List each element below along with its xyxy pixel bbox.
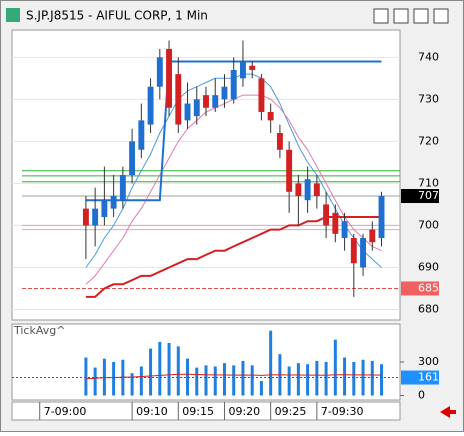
candle-body (360, 238, 367, 268)
candle-body (230, 69, 237, 100)
volume-bar (139, 366, 143, 396)
x-tick-label: 09:15 (182, 405, 214, 418)
window-buttons[interactable] (373, 8, 449, 24)
candle-body (286, 149, 293, 192)
volume-bar (130, 373, 134, 396)
volume-bar (306, 364, 310, 396)
candle-body (212, 95, 219, 108)
candle-body (267, 111, 274, 121)
volume-bar (167, 343, 171, 396)
x-tick-label: 09:25 (275, 405, 307, 418)
candle-body (221, 86, 228, 100)
price-marker-label: 685 (418, 281, 439, 294)
y-tick-label: 720 (418, 134, 439, 147)
candle-body (82, 208, 89, 226)
candle-body (193, 99, 200, 117)
candle-body (92, 208, 99, 226)
volume-bar (222, 363, 226, 396)
y-tick-label: 730 (418, 92, 439, 105)
candle-body (341, 221, 348, 239)
volume-bar (352, 362, 356, 396)
candle-body (258, 78, 265, 112)
volume-bar (204, 365, 208, 396)
volume-tick-label: 300 (418, 355, 439, 368)
candle-body (101, 200, 108, 218)
volume-bar (241, 360, 245, 396)
indicator-line (85, 216, 382, 298)
y-tick-label: 740 (418, 50, 439, 63)
x-tick-label: 09:20 (228, 405, 260, 418)
volume-bar (176, 346, 180, 396)
candle-body (138, 120, 145, 150)
volume-bar (380, 364, 384, 396)
candle-body (175, 74, 182, 125)
volume-bar (158, 341, 162, 396)
volume-bar (269, 330, 273, 396)
volume-bar (232, 365, 236, 396)
volume-marker (401, 370, 439, 385)
window-title: S.JP.J8515 - AIFUL CORP, 1 Min (26, 9, 208, 23)
volume-bar (149, 348, 153, 396)
candle-body (304, 179, 311, 201)
volume-tick-label: 0 (418, 389, 425, 402)
volume-bar (250, 365, 254, 396)
volume-bar (343, 357, 347, 396)
candle-body (323, 204, 330, 226)
volume-bar (213, 366, 217, 396)
volume-bar (259, 381, 263, 396)
candle-body (156, 57, 163, 87)
candle-body (166, 48, 173, 108)
candle-body (119, 175, 126, 201)
price-marker-label: 707 (418, 189, 439, 202)
volume-bar (296, 363, 300, 396)
price-marker (401, 189, 439, 204)
y-tick-label: 680 (418, 302, 439, 315)
volume-avg (85, 373, 382, 380)
volume-bar (315, 360, 319, 396)
app-icon (6, 8, 20, 22)
candle-body (295, 183, 302, 197)
x-tick-label: 09:10 (136, 405, 168, 418)
candle-body (369, 229, 376, 243)
price-marker (401, 281, 439, 296)
candle-body (147, 86, 154, 125)
volume-bar (121, 359, 125, 396)
volume-marker-label: 161 (418, 371, 439, 384)
time-axis (11, 401, 401, 421)
candle-body (378, 196, 385, 239)
volume-bar (195, 367, 199, 396)
candle-body (313, 183, 320, 197)
volume-bar (324, 362, 328, 396)
volume-bar (112, 362, 116, 396)
candle-body (276, 132, 283, 150)
volume-bar (333, 339, 337, 396)
y-tick-label: 690 (418, 260, 439, 273)
volume-bar (93, 367, 97, 396)
candle-body (184, 103, 191, 121)
scroll-arrow[interactable] (440, 406, 456, 418)
candle-body (129, 141, 136, 175)
volume-bar (287, 366, 291, 396)
x-tick-label: 7-09:30 (321, 405, 364, 418)
volume-bar (84, 357, 88, 396)
price-panel (11, 29, 401, 321)
x-tick-label: 7-09:00 (44, 405, 87, 418)
candle-body (332, 212, 339, 234)
volume-bar (186, 358, 190, 396)
candle-body (350, 238, 357, 264)
volume-bar (370, 360, 374, 396)
volume-title: TickAvg^ (13, 324, 65, 337)
candle-body (249, 65, 256, 70)
y-tick-label: 710 (418, 176, 439, 189)
y-tick-label: 700 (418, 218, 439, 231)
candle-body (110, 196, 117, 209)
volume-bar (361, 359, 365, 396)
candle-body (239, 61, 246, 79)
candle-body (203, 95, 209, 108)
